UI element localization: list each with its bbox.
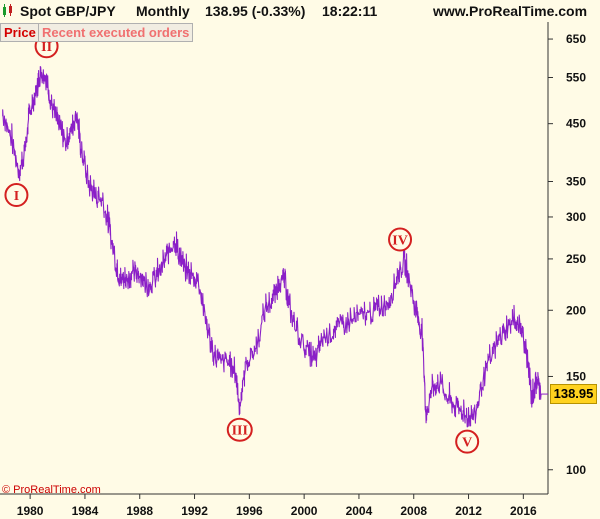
site-label: www.ProRealTime.com: [433, 3, 588, 19]
wave-label: I: [14, 189, 19, 204]
x-tick-label: 2016: [510, 504, 537, 518]
period-label: Monthly: [136, 3, 190, 19]
x-tick-label: 2004: [346, 504, 373, 518]
y-tick-label: 100: [566, 463, 586, 477]
last-price-badge: 138.95: [550, 384, 597, 405]
y-tick-label: 550: [566, 70, 586, 84]
copyright: © ProRealTime.com: [2, 484, 101, 496]
time-label: 18:22:11: [322, 3, 378, 19]
tab-recent-orders[interactable]: Recent executed orders: [38, 23, 194, 42]
wave-label: V: [462, 436, 472, 451]
y-tick-label: 650: [566, 32, 586, 46]
y-tick-label: 150: [566, 369, 586, 383]
price-series-line: [2, 65, 542, 428]
tab-price[interactable]: Price: [0, 23, 40, 42]
last-change-label: 138.95 (-0.33%): [205, 3, 306, 19]
title-bar: Spot GBP/JPY Monthly 138.95 (-0.33%) 18:…: [0, 0, 600, 22]
wave-label: III: [232, 424, 248, 439]
y-tick-label: 300: [566, 210, 586, 224]
x-tick-label: 2012: [455, 504, 482, 518]
y-tick-label: 200: [566, 303, 586, 317]
x-tick-label: 2008: [400, 504, 427, 518]
x-tick-label: 2000: [291, 504, 318, 518]
wave-label-circle: [455, 429, 480, 454]
x-tick-label: 1996: [236, 504, 263, 518]
x-tick-label: 1980: [17, 504, 44, 518]
x-tick-label: 1988: [126, 504, 153, 518]
y-tick-label: 350: [566, 174, 586, 188]
x-tick-label: 1984: [72, 504, 99, 518]
x-tick-label: 1992: [181, 504, 208, 518]
symbol-label: Spot GBP/JPY: [20, 3, 116, 19]
y-tick-label: 450: [566, 117, 586, 131]
y-tick-label: 250: [566, 252, 586, 266]
wave-label: II: [41, 40, 52, 55]
wave-label-circle: [388, 227, 413, 252]
wave-label: IV: [392, 234, 408, 249]
wave-label-circle: [226, 417, 253, 442]
instrument-icon: [3, 4, 12, 17]
wave-label-circle: [4, 183, 29, 208]
